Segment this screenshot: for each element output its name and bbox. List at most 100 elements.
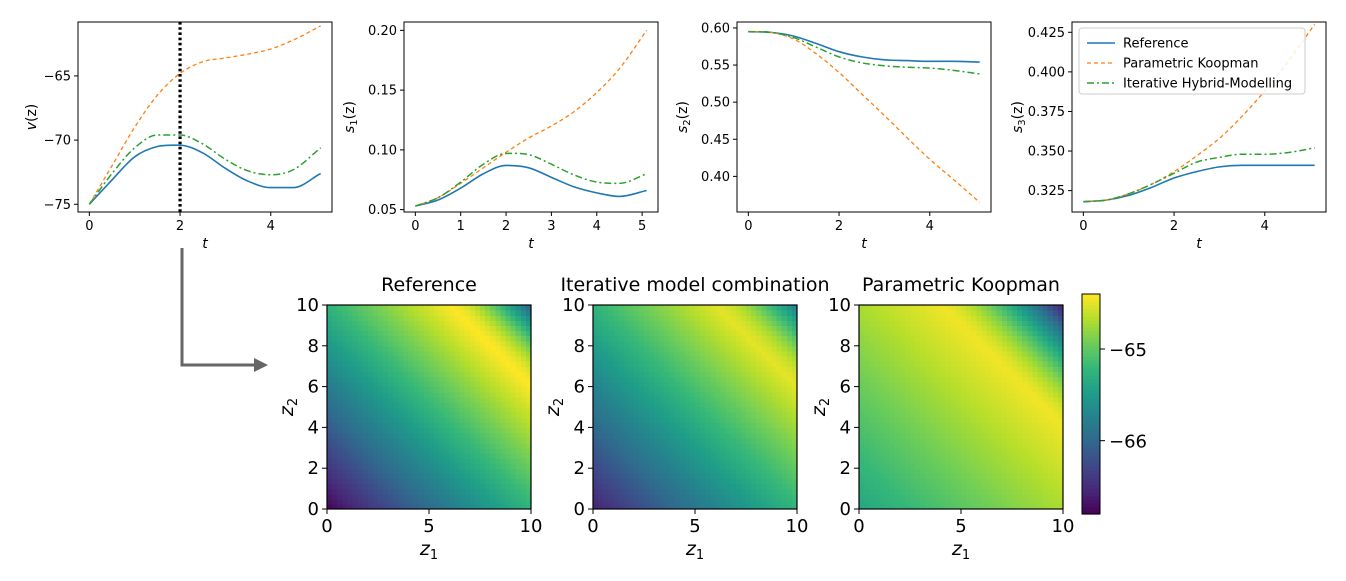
heatmap-cell bbox=[485, 503, 491, 510]
heatmap-cell bbox=[889, 483, 896, 490]
heatmap-cell bbox=[981, 340, 988, 347]
heatmap-cell bbox=[1042, 463, 1049, 469]
heatmap-cell bbox=[715, 396, 722, 403]
heatmap-cell bbox=[362, 345, 369, 352]
heatmap-cell bbox=[1047, 391, 1054, 398]
heatmap-cell bbox=[608, 361, 614, 367]
heatmap-cell bbox=[393, 371, 399, 377]
heatmap-cell bbox=[996, 488, 1003, 495]
heatmap-cell bbox=[751, 381, 757, 388]
heatmap-cell bbox=[1027, 396, 1033, 403]
heatmap-cell bbox=[720, 437, 727, 444]
heatmap-cell bbox=[894, 401, 901, 408]
heatmap-cell bbox=[915, 330, 921, 337]
heatmap-cell bbox=[393, 437, 399, 444]
heatmap-cell bbox=[638, 396, 645, 403]
heatmap-cell bbox=[383, 493, 389, 500]
heatmap-cell bbox=[689, 417, 696, 423]
heatmap-cell bbox=[899, 305, 906, 311]
heatmap-cell bbox=[966, 325, 972, 332]
heatmap-cell bbox=[383, 305, 389, 311]
heatmap-cell bbox=[904, 468, 911, 474]
heatmap-cell bbox=[383, 437, 389, 444]
heatmap-cell bbox=[746, 305, 752, 311]
heatmap-cell bbox=[418, 468, 425, 474]
heatmap-cell bbox=[674, 305, 681, 311]
heatmap-cell bbox=[981, 366, 988, 372]
heatmap-cell bbox=[1022, 427, 1028, 434]
heatmap-cell bbox=[730, 305, 737, 311]
heatmap-cell bbox=[1027, 356, 1033, 362]
heatmap-cell bbox=[1057, 473, 1064, 479]
heatmap-cell bbox=[991, 483, 998, 490]
heatmap-cell bbox=[1032, 473, 1039, 479]
heatmap-cell bbox=[669, 315, 676, 321]
heatmap-cell bbox=[695, 371, 701, 377]
heatmap-cell bbox=[746, 493, 752, 500]
heatmap-cell bbox=[454, 498, 461, 505]
heatmap-cell bbox=[791, 371, 798, 377]
heatmap-cell bbox=[976, 381, 982, 388]
heatmap-cell bbox=[480, 345, 486, 352]
heatmap-cell bbox=[955, 417, 962, 423]
heatmap-cell bbox=[444, 427, 450, 434]
heatmap-cell bbox=[945, 493, 952, 500]
heatmap-cell bbox=[864, 503, 870, 510]
heatmap-cell bbox=[347, 488, 354, 495]
heatmap-cell bbox=[920, 417, 926, 423]
heatmap-cell bbox=[971, 432, 977, 439]
heatmap-cell bbox=[525, 310, 532, 316]
heatmap-cell bbox=[644, 345, 650, 352]
heatmap-cell bbox=[976, 417, 982, 423]
heatmap-cell bbox=[362, 366, 369, 372]
heatmap-cell bbox=[623, 442, 630, 449]
heatmap-cell bbox=[1037, 350, 1044, 357]
heatmap-cell bbox=[1022, 498, 1028, 505]
heatmap-cell bbox=[981, 335, 988, 342]
heatmap-cell bbox=[950, 305, 957, 311]
heatmap-cell bbox=[659, 391, 665, 398]
heatmap-cell bbox=[623, 483, 630, 490]
heatmap-cell bbox=[357, 452, 364, 459]
heatmap-cell bbox=[761, 386, 767, 393]
heatmap-cell bbox=[920, 407, 926, 413]
heatmap-cell bbox=[761, 488, 767, 495]
heatmap-cell bbox=[869, 483, 875, 490]
heatmap-cell bbox=[480, 503, 486, 510]
heatmap-cell bbox=[966, 452, 972, 459]
heatmap-cell bbox=[1027, 503, 1033, 510]
heatmap-cell bbox=[398, 503, 405, 510]
down-right-arrow-icon bbox=[180, 248, 268, 372]
heatmap-cell bbox=[434, 345, 440, 352]
heatmap-cell bbox=[510, 488, 517, 495]
heatmap-cell bbox=[925, 305, 931, 311]
heatmap-cell bbox=[981, 417, 988, 423]
heatmap-cell bbox=[613, 432, 620, 439]
heatmap-cell bbox=[638, 427, 645, 434]
heatmap-cell bbox=[352, 381, 359, 388]
heatmap-cell bbox=[434, 468, 440, 474]
heatmap-cell bbox=[423, 315, 430, 321]
heatmap-cell bbox=[899, 320, 906, 326]
heatmap-cell bbox=[490, 350, 496, 357]
heatmap-cell bbox=[659, 503, 665, 510]
heatmap-cell bbox=[700, 381, 706, 388]
heatmap-cell bbox=[859, 442, 865, 449]
heatmap-cell bbox=[608, 356, 614, 362]
heatmap-cell bbox=[674, 371, 681, 377]
heatmap-cell bbox=[362, 498, 369, 505]
heatmap-cell bbox=[633, 412, 640, 418]
heatmap-cell bbox=[945, 305, 952, 311]
heatmap-cell bbox=[664, 305, 671, 311]
heatmap-cell bbox=[766, 498, 773, 505]
heatmap-cell bbox=[515, 310, 522, 316]
heatmap-cell bbox=[1012, 325, 1018, 332]
heatmap-cell bbox=[869, 320, 875, 326]
heatmap-cell bbox=[439, 422, 445, 428]
heatmap-cell bbox=[879, 350, 886, 357]
heatmap-cell bbox=[1017, 503, 1023, 510]
heatmap-cell bbox=[434, 305, 440, 311]
heatmap-cell bbox=[372, 315, 379, 321]
heatmap-cell bbox=[874, 350, 880, 357]
heatmap-cell bbox=[930, 493, 937, 500]
